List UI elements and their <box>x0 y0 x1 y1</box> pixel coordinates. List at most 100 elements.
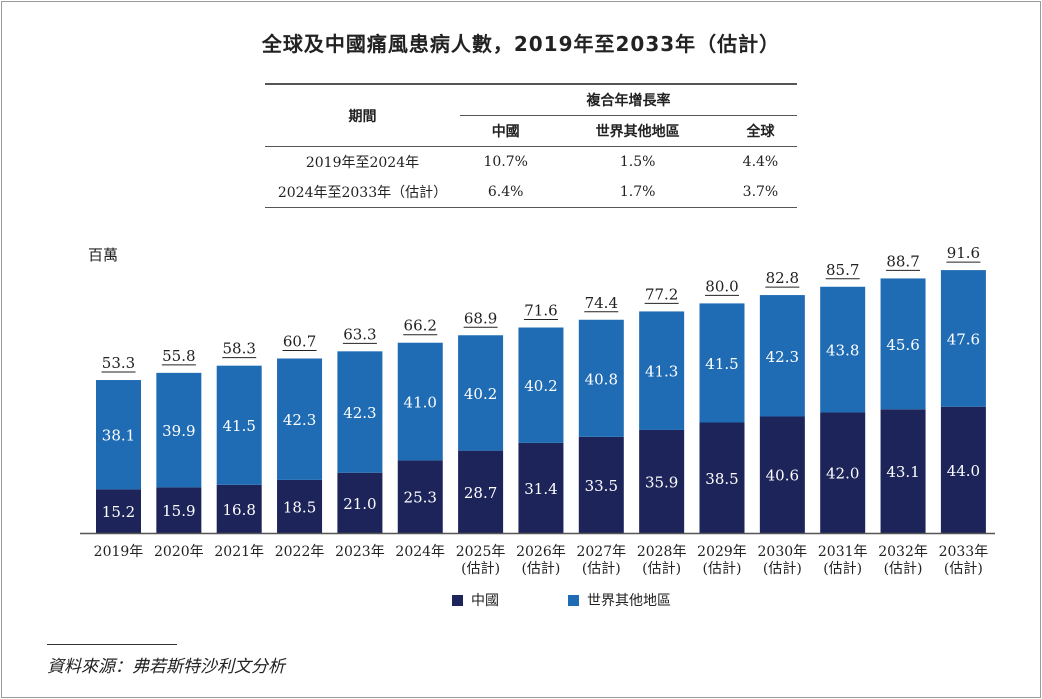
data-label: 42.3 <box>766 348 799 366</box>
bar-segment-rest-of-world <box>397 342 443 461</box>
bar-segment-rest-of-world <box>216 365 262 485</box>
bar-segment-china <box>578 436 624 533</box>
value-cell: 4.4% <box>742 154 779 170</box>
x-tick-label: 2019年 <box>94 544 144 560</box>
legend-label: 世界其他地區 <box>587 593 671 609</box>
total-label: 66.2 <box>404 317 437 335</box>
data-label: 33.5 <box>585 477 618 495</box>
value-cell: 3.7% <box>742 184 779 200</box>
data-label: 43.1 <box>886 463 919 481</box>
cagr-table: 期間 複合年增長率 中國 世界其他地區 全球 2019年至2024年 10.7%… <box>265 83 797 208</box>
x-tick-label: 2031年 <box>818 544 868 560</box>
total-label: 60.7 <box>283 333 316 351</box>
bar-segment-china <box>397 460 443 533</box>
x-tick-label: 2020年 <box>154 544 204 560</box>
bar-segment-rest-of-world <box>458 335 504 451</box>
x-tick-label: 2032年 <box>878 544 928 560</box>
x-tick-label: 2025年 <box>456 544 506 560</box>
x-tick-label: 2033年 <box>939 544 989 560</box>
x-tick-label: (估計) <box>642 561 681 577</box>
bar-segment-china <box>216 484 262 533</box>
x-tick-label: (估計) <box>884 561 923 577</box>
value-cell: 10.7% <box>483 154 528 170</box>
data-label: 40.2 <box>524 377 557 395</box>
period-cell: 2024年至2033年（估計） <box>277 185 448 201</box>
x-tick-label: (估計) <box>763 561 802 577</box>
legend-label: 中國 <box>471 593 499 609</box>
x-tick-label: 2030年 <box>758 544 808 560</box>
total-label: 74.4 <box>585 294 618 312</box>
data-label: 35.9 <box>645 473 678 491</box>
data-label: 40.8 <box>585 370 618 388</box>
data-label: 41.5 <box>222 417 255 435</box>
data-label: 25.3 <box>404 489 437 507</box>
bar-segment-china <box>156 487 202 533</box>
period-header: 期間 <box>265 84 460 147</box>
data-label: 43.8 <box>826 342 859 360</box>
x-tick-label: (估計) <box>582 561 621 577</box>
bar-segment-china <box>880 409 926 533</box>
data-label: 42.3 <box>283 411 316 429</box>
bar-segment-rest-of-world <box>639 311 685 430</box>
total-label: 88.7 <box>886 252 919 270</box>
legend-item-rest-of-world: 世界其他地區 <box>568 590 671 610</box>
bar-segment-rest-of-world <box>156 372 202 488</box>
bar-segment-china <box>940 406 986 533</box>
bar-segment-rest-of-world <box>337 351 383 473</box>
total-label: 91.6 <box>947 244 980 262</box>
bar-segment-rest-of-world <box>96 380 141 490</box>
col-header: 全球 <box>746 124 775 140</box>
data-label: 18.5 <box>283 498 316 516</box>
bar-segment-china <box>699 422 745 533</box>
data-label: 45.6 <box>886 336 919 354</box>
data-label: 38.5 <box>705 470 738 488</box>
x-tick-label: (估計) <box>944 561 983 577</box>
bar-segment-rest-of-world <box>277 358 323 480</box>
total-label: 53.3 <box>102 354 135 372</box>
table-row: 2024年至2033年（估計） 6.4% 1.7% 3.7% <box>265 177 797 208</box>
data-label: 42.0 <box>826 465 859 483</box>
x-tick-label: 2029年 <box>697 544 747 560</box>
data-label: 21.0 <box>343 495 376 513</box>
total-label: 85.7 <box>826 261 859 279</box>
legend-swatch <box>568 594 579 606</box>
bar-segment-rest-of-world <box>940 270 986 407</box>
x-tick-label: 2027年 <box>576 544 626 560</box>
data-label: 40.2 <box>464 385 497 403</box>
data-label: 44.0 <box>947 462 980 480</box>
x-tick-label: 2021年 <box>214 544 264 560</box>
data-label: 41.5 <box>705 355 738 373</box>
bar-segment-rest-of-world <box>578 319 624 437</box>
data-label: 39.9 <box>162 422 195 440</box>
bar-segment-rest-of-world <box>699 303 745 423</box>
data-label: 31.4 <box>524 480 557 498</box>
data-label: 16.8 <box>222 501 255 519</box>
total-label: 77.2 <box>645 285 678 303</box>
value-cell: 6.4% <box>487 184 524 200</box>
x-tick-label: 2022年 <box>275 544 325 560</box>
chart-title: 全球及中國痛風患病人數，2019年至2033年（估計） <box>261 32 781 56</box>
value-cell: 1.7% <box>619 184 656 200</box>
bar-segment-china <box>337 472 383 533</box>
data-label: 38.1 <box>102 427 135 445</box>
total-label: 55.8 <box>162 347 195 365</box>
total-label: 80.0 <box>705 277 738 295</box>
x-tick-label: 2026年 <box>516 544 566 560</box>
data-label: 47.6 <box>947 330 980 348</box>
total-label: 82.8 <box>766 269 799 287</box>
bar-segment-china <box>820 412 866 533</box>
data-label: 41.0 <box>404 394 437 412</box>
bar-segment-rest-of-world <box>518 327 564 443</box>
bar-segment-china <box>759 416 805 533</box>
x-tick-label: (估計) <box>461 561 500 577</box>
bar-segment-china <box>639 429 685 533</box>
data-label: 41.3 <box>645 363 678 381</box>
bar-segment-rest-of-world <box>759 295 805 417</box>
col-header: 世界其他地區 <box>595 124 680 140</box>
table-row: 2019年至2024年 10.7% 1.5% 4.4% <box>265 147 797 178</box>
x-tick-label: 2024年 <box>395 544 445 560</box>
legend-swatch <box>452 594 463 606</box>
bar-segment-china <box>458 450 504 533</box>
